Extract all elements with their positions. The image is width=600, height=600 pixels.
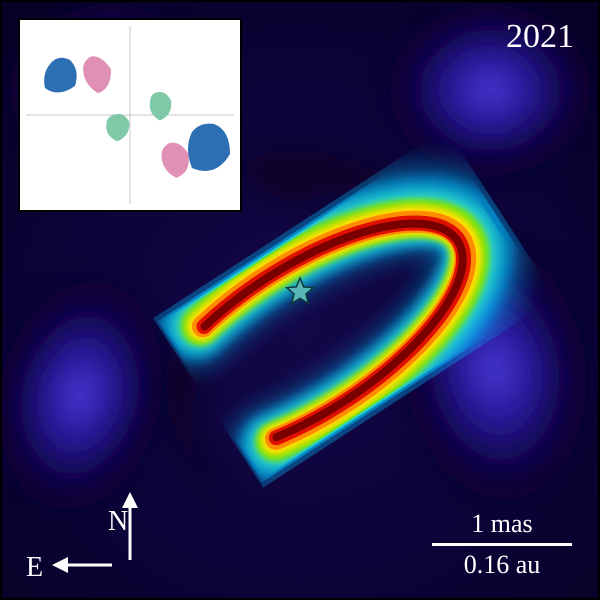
year-label: 2021 — [506, 18, 574, 55]
north-label: N — [108, 507, 128, 538]
inset-plot — [20, 20, 240, 210]
scale-bottom-label: 0.16 au — [432, 550, 572, 580]
inset-panel — [18, 18, 242, 212]
astronomy-figure: 2021 N E 1 mas 0.16 au — [0, 0, 600, 600]
scale-bar-line — [432, 543, 572, 546]
east-label: E — [26, 553, 43, 584]
scale-top-label: 1 mas — [432, 509, 572, 539]
scale-bar: 1 mas 0.16 au — [432, 509, 572, 580]
compass-east-arrow — [50, 550, 120, 580]
